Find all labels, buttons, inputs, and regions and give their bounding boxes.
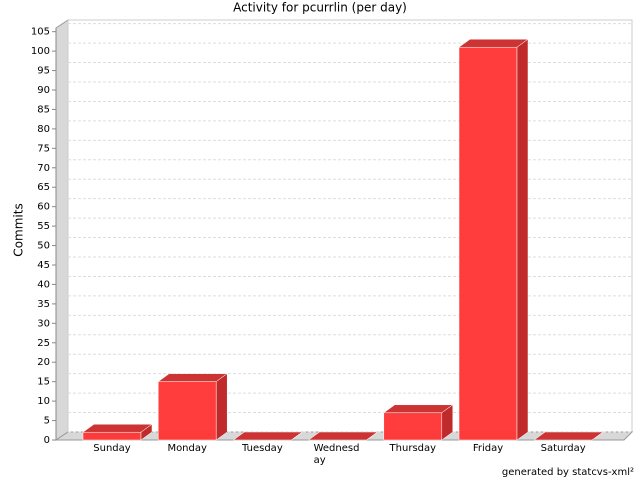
y-tick-label: 65	[37, 182, 50, 193]
bar-front	[82, 431, 142, 441]
x-tick-label-box: Wednesday	[313, 443, 360, 466]
y-tick-label: 55	[37, 221, 50, 232]
bar-front	[458, 46, 518, 441]
bar-front	[157, 381, 217, 441]
x-tick-label-box: Thursday	[389, 443, 437, 454]
bar-side	[441, 404, 454, 441]
bar-top	[232, 431, 304, 441]
bar-top	[458, 38, 529, 48]
y-tick-label: 75	[37, 143, 50, 154]
bar-top	[82, 423, 153, 433]
bar-side	[592, 431, 604, 441]
y-tick-label: 25	[37, 338, 50, 349]
back-wall	[67, 19, 633, 433]
x-tick-label-box: Sunday	[93, 443, 131, 454]
y-tick-label: 10	[37, 396, 50, 407]
x-tick-label-box: Tuesday	[242, 443, 283, 454]
y-tick-label: 30	[37, 318, 50, 329]
y-tick-label: 90	[37, 85, 50, 96]
footer: generated by statcvs-xml²	[502, 467, 634, 478]
y-tick-label: 95	[37, 66, 50, 77]
bar-side	[366, 431, 378, 441]
x-tick-label-box: Monday	[167, 443, 207, 454]
y-tick-label: 15	[37, 377, 50, 388]
y-tick-label: 60	[37, 202, 50, 213]
bar-top	[383, 404, 454, 414]
bar-front	[383, 412, 443, 441]
bar	[533, 431, 604, 441]
y-tick-label: 105	[31, 27, 50, 38]
y-tick-label: 0	[44, 435, 50, 446]
x-tick-label: Friday	[472, 443, 504, 454]
bar	[307, 431, 379, 441]
y-tick-label: 80	[37, 124, 50, 135]
y-tick-label: 100	[31, 46, 50, 57]
left-wall	[55, 19, 69, 441]
chart-title: Activity for pcurrlin (per day)	[233, 1, 407, 15]
bar-side	[291, 431, 303, 441]
y-tick-label: 50	[37, 241, 50, 252]
bar-top	[157, 373, 228, 382]
bar-top	[307, 431, 379, 441]
x-tick-label: Monday	[167, 443, 207, 454]
y-tick-label: 70	[37, 163, 50, 174]
y-tick-label: 20	[37, 357, 50, 368]
bar-side	[215, 373, 228, 441]
x-tick-label-box: Friday	[472, 443, 504, 454]
x-tick-label: Thursday	[389, 443, 437, 454]
y-tick-label: 5	[44, 416, 50, 427]
x-tick-label-box: Saturday	[540, 443, 586, 454]
y-tick-label: 85	[37, 104, 50, 115]
x-tick-label: Sunday	[93, 443, 131, 454]
bar-top	[533, 431, 604, 441]
bar-side	[516, 38, 529, 441]
bar	[157, 373, 228, 441]
x-tick-label: Wednesday	[313, 443, 360, 466]
x-tick-label: Saturday	[540, 443, 586, 454]
y-tick-label: 35	[37, 299, 50, 310]
bar-side	[140, 423, 153, 441]
y-tick-label: 45	[37, 260, 50, 271]
bar	[383, 404, 454, 441]
y-axis-label: Commits	[12, 203, 26, 256]
bar	[82, 423, 153, 441]
bar	[458, 38, 529, 441]
x-tick-label: Tuesday	[242, 443, 283, 454]
y-tick-label: 40	[37, 279, 50, 290]
bar	[232, 431, 304, 441]
